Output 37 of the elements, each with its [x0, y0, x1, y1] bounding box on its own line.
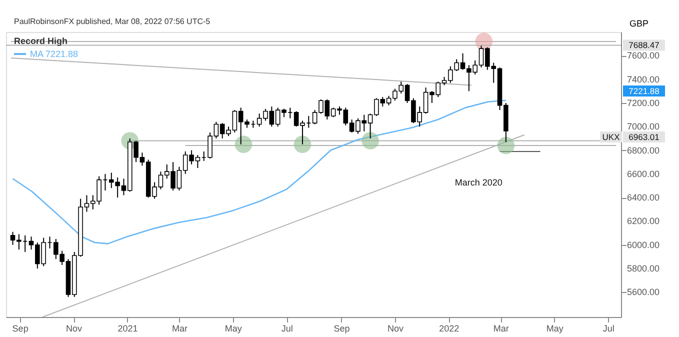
x-tick-label: Sep — [334, 324, 350, 334]
x-tick-label: Jul — [281, 324, 293, 334]
x-tick-label: Nov — [387, 324, 404, 334]
point — [362, 132, 379, 150]
x-tick-label: Mar — [172, 324, 188, 334]
annotation: March 2020 — [454, 178, 502, 188]
y-tick-label: 6200.00 — [627, 216, 660, 226]
y-tick-label: 6400.00 — [627, 192, 660, 203]
x-tick-label: Jul — [602, 324, 614, 334]
y-tick-label: 7000.00 — [627, 122, 660, 132]
annotation: UKX — [602, 132, 620, 142]
line-series — [12, 100, 507, 244]
y-tick-label: 6600.00 — [627, 168, 660, 179]
x-tick-label: May — [546, 324, 564, 334]
legend-label: MA 7221.88 — [30, 49, 78, 59]
y-axis-title: GBP — [630, 18, 649, 28]
y-tick-label: 7400.00 — [627, 74, 660, 84]
x-tick-label: May — [224, 324, 242, 334]
text: PaulRobinsonFX published, Mar 08, 2022 07:56 UTC-5 — [14, 17, 211, 26]
point — [234, 136, 252, 153]
x-tick-label: Nov — [66, 324, 83, 334]
y-tick-label: 5800.00 — [627, 264, 660, 274]
text: 7221.88 — [628, 86, 660, 96]
y-tick-label: 7200.00 — [627, 98, 660, 108]
x-tick-label: 2021 — [118, 324, 138, 334]
annotation: Record High — [14, 36, 68, 46]
point — [497, 136, 515, 154]
x-tick-label: Mar — [493, 324, 509, 334]
x-tick-label: Sep — [12, 324, 28, 334]
y-tick-label: 7600.00 — [627, 50, 660, 61]
x-tick-label: 2022 — [439, 324, 460, 334]
point — [294, 136, 312, 153]
y-tick-label: 6800.00 — [627, 145, 660, 156]
y-tick-label: 5600.00 — [627, 287, 660, 298]
text: 6963.01 — [628, 132, 660, 142]
ref-line-label: 7688.47 — [628, 40, 660, 50]
y-tick-label: 6000.00 — [627, 240, 660, 250]
